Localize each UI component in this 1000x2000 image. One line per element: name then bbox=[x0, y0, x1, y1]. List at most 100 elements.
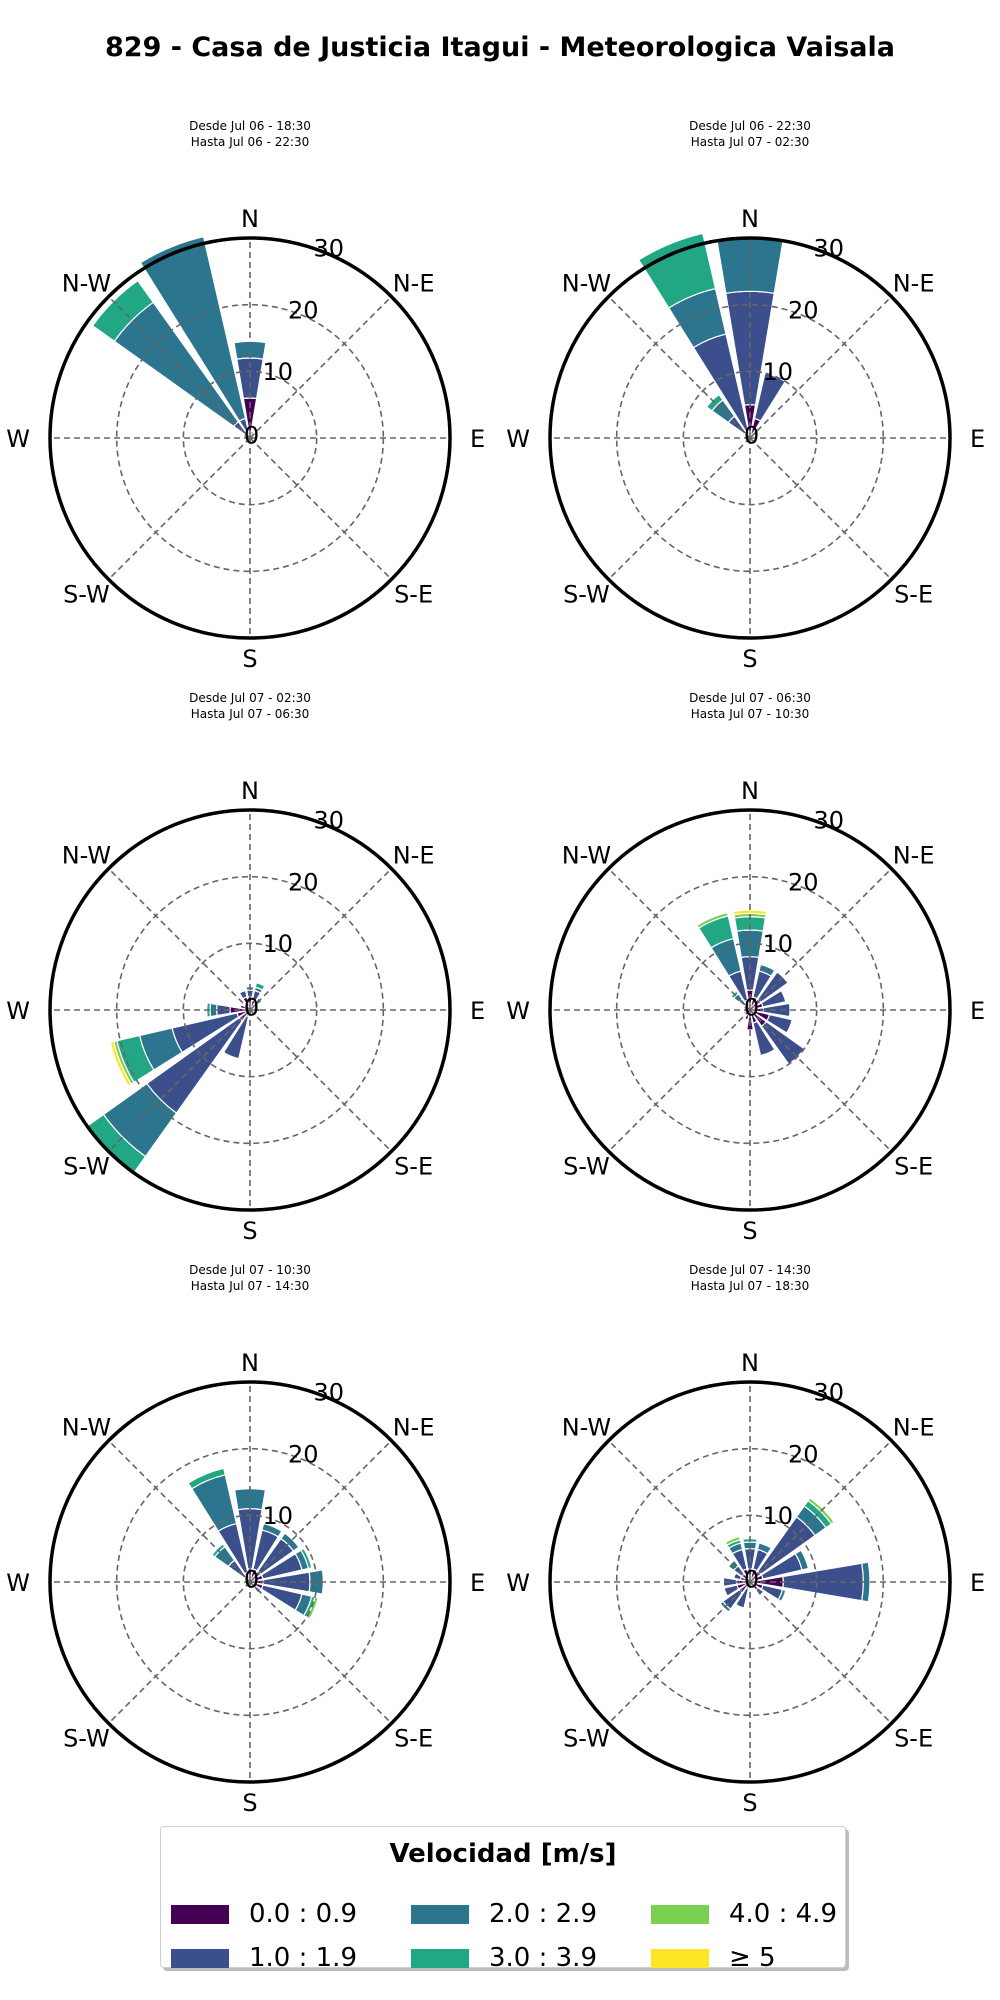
direction-label: N-W bbox=[62, 269, 111, 297]
direction-label: E bbox=[970, 1569, 985, 1597]
direction-label: S-E bbox=[394, 1153, 433, 1181]
grid-circle bbox=[182, 942, 318, 1078]
direction-label: N-W bbox=[562, 269, 611, 297]
panel-subtitle: Desde Jul 07 - 10:30 Hasta Jul 07 - 14:30 bbox=[0, 1262, 500, 1294]
petal bbox=[249, 1547, 313, 1583]
legend-label: ≥ 5 bbox=[729, 1943, 776, 1973]
petal bbox=[696, 911, 751, 1011]
panel-subtitle: Desde Jul 06 - 18:30 Hasta Jul 06 - 22:30 bbox=[0, 118, 500, 150]
direction-label: S bbox=[742, 645, 757, 673]
legend-swatch bbox=[171, 1949, 229, 1968]
radial-tick-label: 0 bbox=[744, 421, 759, 449]
radial-tick-label: 30 bbox=[314, 235, 345, 263]
direction-label: E bbox=[470, 425, 485, 453]
direction-label: N-E bbox=[893, 1413, 935, 1441]
radial-tick-label: 20 bbox=[788, 1440, 819, 1468]
petal-segment bbox=[233, 340, 267, 360]
direction-label: S-W bbox=[563, 581, 610, 609]
grid-spoke bbox=[749, 296, 892, 439]
petal-segment bbox=[722, 1576, 738, 1588]
grid-spoke bbox=[249, 1440, 392, 1583]
grid-spoke bbox=[108, 296, 251, 439]
panel-subtitle: Desde Jul 07 - 14:30 Hasta Jul 07 - 18:30 bbox=[500, 1262, 1000, 1294]
direction-label: S-W bbox=[563, 1153, 610, 1181]
legend-title: Velocidad [m/s] bbox=[389, 1839, 617, 1869]
direction-label: N bbox=[741, 205, 759, 233]
grid-spoke bbox=[749, 1581, 892, 1724]
grid-spoke bbox=[108, 1581, 251, 1724]
radial-tick-label: 0 bbox=[744, 993, 759, 1021]
direction-label: S-W bbox=[63, 1153, 110, 1181]
windrose-panel: Desde Jul 07 - 10:30 Hasta Jul 07 - 14:30… bbox=[0, 1262, 500, 1842]
windrose-panel: Desde Jul 07 - 02:30 Hasta Jul 07 - 06:30… bbox=[0, 690, 500, 1270]
petal-segment bbox=[733, 1572, 743, 1581]
petal bbox=[749, 1009, 793, 1034]
panel-subtitle: Desde Jul 07 - 06:30 Hasta Jul 07 - 10:30 bbox=[500, 690, 1000, 722]
legend-label: 3.0 : 3.9 bbox=[489, 1943, 597, 1973]
grid-circle bbox=[182, 1514, 318, 1650]
petal-segment bbox=[300, 1547, 313, 1570]
legend-label: 0.0 : 0.9 bbox=[249, 1899, 357, 1929]
petal-segment bbox=[261, 1522, 283, 1538]
direction-label: S-W bbox=[563, 1725, 610, 1753]
grid-spoke bbox=[108, 868, 251, 1011]
radial-tick-label: 20 bbox=[288, 868, 319, 896]
radial-tick-label: 10 bbox=[763, 358, 794, 386]
panel-subtitle-line: Desde Jul 07 - 10:30 bbox=[189, 1263, 311, 1277]
direction-label: S bbox=[242, 1217, 257, 1245]
direction-label: S-E bbox=[394, 581, 433, 609]
petal bbox=[732, 909, 768, 1011]
radial-tick-label: 20 bbox=[788, 868, 819, 896]
legend-swatch bbox=[411, 1905, 469, 1924]
direction-label: S bbox=[242, 645, 257, 673]
windrose-panel: Desde Jul 07 - 06:30 Hasta Jul 07 - 10:30… bbox=[500, 690, 1000, 1270]
petal-segment bbox=[777, 1588, 787, 1603]
grid-spoke bbox=[749, 1009, 892, 1152]
radial-tick-label: 0 bbox=[744, 1565, 759, 1593]
petal bbox=[238, 989, 251, 1011]
radial-tick-label: 0 bbox=[244, 421, 259, 449]
legend-label: 4.0 : 4.9 bbox=[729, 1899, 837, 1929]
legend-label: 1.0 : 1.9 bbox=[249, 1943, 357, 1973]
radial-tick-label: 10 bbox=[763, 1502, 794, 1530]
radial-tick-label: 30 bbox=[814, 807, 845, 835]
grid-circle bbox=[682, 370, 818, 506]
direction-label: S bbox=[242, 1789, 257, 1817]
petal-segment bbox=[724, 1535, 741, 1547]
petal-segment bbox=[280, 1532, 300, 1552]
grid-spoke bbox=[608, 1581, 751, 1724]
windrose-chart: 0 10 20 30 N N-E E S-E S S-W W N-W bbox=[6, 1349, 485, 1817]
windrose-chart: 0 10 20 30 N N-E E S-E S S-W W N-W bbox=[506, 205, 985, 673]
petal bbox=[724, 1535, 751, 1583]
direction-label: S-E bbox=[894, 1725, 933, 1753]
direction-label: W bbox=[506, 425, 530, 453]
direction-label: E bbox=[470, 997, 485, 1025]
petal bbox=[206, 1002, 251, 1018]
grid-circle bbox=[182, 370, 318, 506]
petal-segment bbox=[756, 1542, 773, 1555]
panel-subtitle-line: Desde Jul 06 - 22:30 bbox=[689, 119, 811, 133]
outer-ring bbox=[548, 1380, 952, 1784]
petal-segment bbox=[766, 1013, 793, 1034]
direction-label: S-E bbox=[894, 1153, 933, 1181]
petal-segment bbox=[705, 393, 724, 412]
panel-subtitle-line: Hasta Jul 07 - 18:30 bbox=[690, 1279, 810, 1293]
grid-spoke bbox=[249, 296, 392, 439]
grid-spoke bbox=[608, 296, 751, 439]
direction-label: N-E bbox=[893, 269, 935, 297]
petal-segment bbox=[723, 1584, 740, 1597]
radial-tick-label: 20 bbox=[788, 296, 819, 324]
grid-spoke bbox=[749, 1440, 892, 1583]
legend-swatch bbox=[651, 1949, 709, 1968]
direction-label: S bbox=[742, 1789, 757, 1817]
petal-segment bbox=[637, 232, 717, 309]
legend-swatch bbox=[651, 1905, 709, 1924]
legend: Velocidad [m/s] 0.0 : 0.9 1.0 : 1.9 2.0 … bbox=[160, 1826, 846, 1973]
petal-segment bbox=[696, 911, 729, 929]
grid-circle bbox=[682, 942, 818, 1078]
direction-label: N bbox=[741, 1349, 759, 1377]
direction-label: S-E bbox=[394, 1725, 433, 1753]
petal-segment bbox=[109, 1040, 133, 1087]
radial-tick-label: 30 bbox=[814, 1379, 845, 1407]
direction-label: W bbox=[506, 997, 530, 1025]
